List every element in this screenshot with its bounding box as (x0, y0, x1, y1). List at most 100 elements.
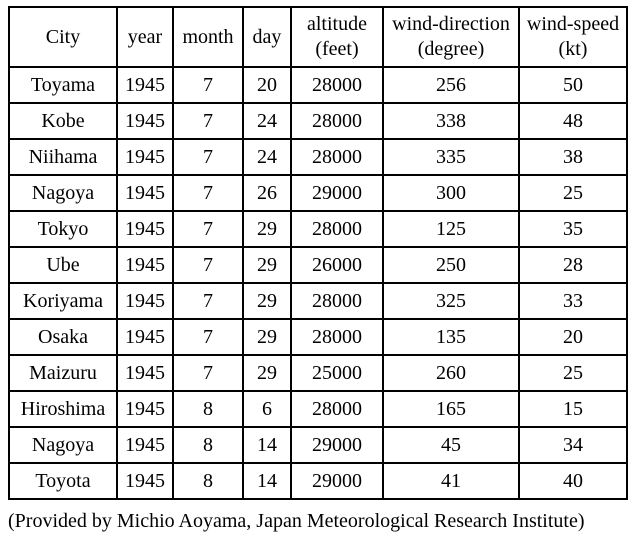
cell-altitude: 28000 (291, 67, 383, 103)
cell-city: Osaka (9, 319, 117, 355)
table-row: Hiroshima1945862800016515 (9, 391, 627, 427)
table-body: Toyama19457202800025650Kobe1945724280003… (9, 67, 627, 499)
cell-altitude: 28000 (291, 283, 383, 319)
cell-wind_direction: 260 (383, 355, 519, 391)
table-caption: (Provided by Michio Aoyama, Japan Meteor… (8, 510, 624, 533)
cell-wind_speed: 35 (519, 211, 627, 247)
cell-altitude: 28000 (291, 211, 383, 247)
cell-day: 24 (243, 103, 291, 139)
col-header-month: month (173, 7, 243, 67)
cell-month: 7 (173, 247, 243, 283)
cell-wind_direction: 125 (383, 211, 519, 247)
cell-altitude: 28000 (291, 103, 383, 139)
cell-day: 6 (243, 391, 291, 427)
cell-month: 7 (173, 139, 243, 175)
cell-altitude: 25000 (291, 355, 383, 391)
col-header-unit: (degree) (386, 37, 516, 62)
cell-wind_speed: 34 (519, 427, 627, 463)
cell-wind_direction: 335 (383, 139, 519, 175)
col-header-label: year (120, 25, 170, 50)
cell-month: 7 (173, 319, 243, 355)
cell-year: 1945 (117, 355, 173, 391)
cell-wind_direction: 165 (383, 391, 519, 427)
cell-year: 1945 (117, 247, 173, 283)
cell-wind_direction: 338 (383, 103, 519, 139)
cell-year: 1945 (117, 67, 173, 103)
cell-month: 7 (173, 103, 243, 139)
table-row: Toyama19457202800025650 (9, 67, 627, 103)
cell-city: Niihama (9, 139, 117, 175)
cell-city: Ube (9, 247, 117, 283)
col-header-city: City (9, 7, 117, 67)
cell-wind_direction: 300 (383, 175, 519, 211)
data-table: City year month day (8, 6, 628, 500)
cell-wind_direction: 41 (383, 463, 519, 499)
col-header-year: year (117, 7, 173, 67)
cell-city: Kobe (9, 103, 117, 139)
col-header-altitude: altitude (feet) (291, 7, 383, 67)
cell-city: Toyota (9, 463, 117, 499)
table-row: Koriyama19457292800032533 (9, 283, 627, 319)
cell-wind_speed: 25 (519, 175, 627, 211)
col-header-label: altitude (294, 12, 380, 37)
cell-city: Toyama (9, 67, 117, 103)
cell-city: Nagoya (9, 427, 117, 463)
cell-month: 7 (173, 67, 243, 103)
cell-altitude: 28000 (291, 391, 383, 427)
cell-month: 8 (173, 463, 243, 499)
cell-month: 7 (173, 175, 243, 211)
cell-city: Nagoya (9, 175, 117, 211)
cell-wind_speed: 38 (519, 139, 627, 175)
cell-wind_speed: 50 (519, 67, 627, 103)
cell-month: 7 (173, 355, 243, 391)
cell-altitude: 29000 (291, 463, 383, 499)
col-header-label: City (12, 25, 114, 50)
cell-year: 1945 (117, 175, 173, 211)
col-header-label: day (246, 25, 288, 50)
cell-wind_direction: 256 (383, 67, 519, 103)
table-row: Nagoya19457262900030025 (9, 175, 627, 211)
table-row: Osaka19457292800013520 (9, 319, 627, 355)
cell-year: 1945 (117, 139, 173, 175)
cell-year: 1945 (117, 283, 173, 319)
cell-month: 7 (173, 211, 243, 247)
cell-wind_speed: 28 (519, 247, 627, 283)
table-row: Tokyo19457292800012535 (9, 211, 627, 247)
table-header-row: City year month day (9, 7, 627, 67)
cell-year: 1945 (117, 463, 173, 499)
col-header-wind-speed: wind-speed (kt) (519, 7, 627, 67)
table-row: Nagoya1945814290004534 (9, 427, 627, 463)
cell-wind_direction: 250 (383, 247, 519, 283)
cell-wind_direction: 45 (383, 427, 519, 463)
cell-altitude: 28000 (291, 139, 383, 175)
col-header-label: wind-speed (522, 12, 624, 37)
cell-city: Tokyo (9, 211, 117, 247)
cell-wind_direction: 135 (383, 319, 519, 355)
cell-day: 24 (243, 139, 291, 175)
cell-year: 1945 (117, 103, 173, 139)
cell-day: 29 (243, 319, 291, 355)
col-header-day: day (243, 7, 291, 67)
cell-wind_speed: 48 (519, 103, 627, 139)
cell-altitude: 28000 (291, 319, 383, 355)
cell-wind_direction: 325 (383, 283, 519, 319)
cell-altitude: 26000 (291, 247, 383, 283)
cell-altitude: 29000 (291, 175, 383, 211)
cell-day: 29 (243, 283, 291, 319)
cell-day: 29 (243, 355, 291, 391)
cell-city: Koriyama (9, 283, 117, 319)
table-row: Kobe19457242800033848 (9, 103, 627, 139)
cell-year: 1945 (117, 319, 173, 355)
cell-wind_speed: 25 (519, 355, 627, 391)
table-row: Ube19457292600025028 (9, 247, 627, 283)
cell-day: 14 (243, 427, 291, 463)
cell-day: 26 (243, 175, 291, 211)
col-header-unit: (kt) (522, 37, 624, 62)
col-header-label: wind-direction (386, 12, 516, 37)
cell-year: 1945 (117, 391, 173, 427)
cell-altitude: 29000 (291, 427, 383, 463)
cell-wind_speed: 40 (519, 463, 627, 499)
cell-month: 7 (173, 283, 243, 319)
cell-wind_speed: 20 (519, 319, 627, 355)
cell-day: 20 (243, 67, 291, 103)
